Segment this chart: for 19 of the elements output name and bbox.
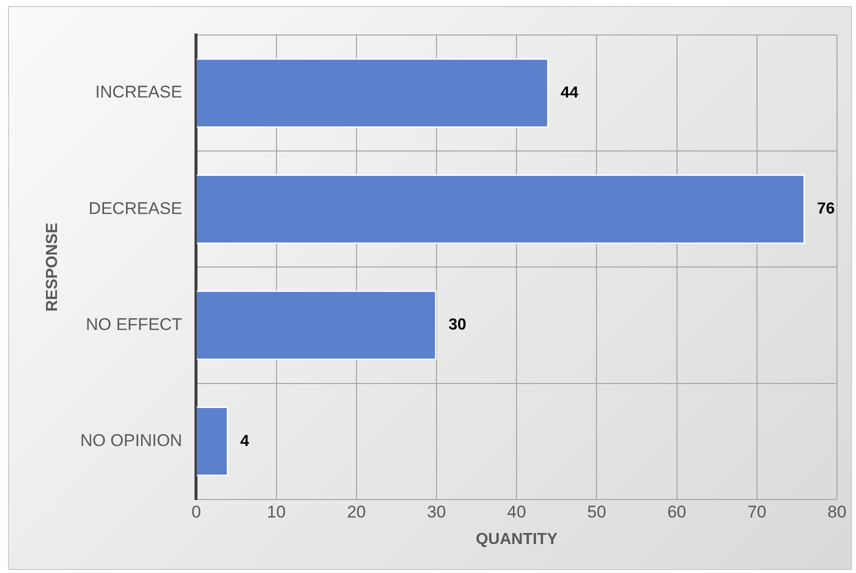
x-axis-title: QUANTITY: [476, 530, 558, 548]
x-tick-label: 50: [587, 502, 606, 522]
y-tick-label: NO EFFECT: [86, 314, 182, 334]
x-tick-label: 10: [266, 502, 286, 522]
x-tick-label: 60: [667, 502, 686, 522]
x-tick-label: 0: [191, 502, 201, 522]
x-tick-label: 70: [747, 502, 766, 522]
x-tick-label: 30: [427, 502, 446, 522]
data-label: 4: [240, 432, 250, 450]
data-label: 30: [448, 316, 466, 334]
x-tick-label: 40: [507, 502, 526, 522]
data-label: 76: [816, 200, 835, 218]
y-tick-label: NO OPINION: [80, 431, 182, 450]
data-label: 44: [560, 84, 579, 102]
y-tick-label: INCREASE: [95, 82, 182, 102]
y-axis-title: RESPONSE: [44, 222, 62, 312]
x-tick-label: 80: [828, 502, 846, 522]
y-tick-label: DECREASE: [88, 198, 182, 218]
x-tick-label: 20: [346, 502, 366, 522]
